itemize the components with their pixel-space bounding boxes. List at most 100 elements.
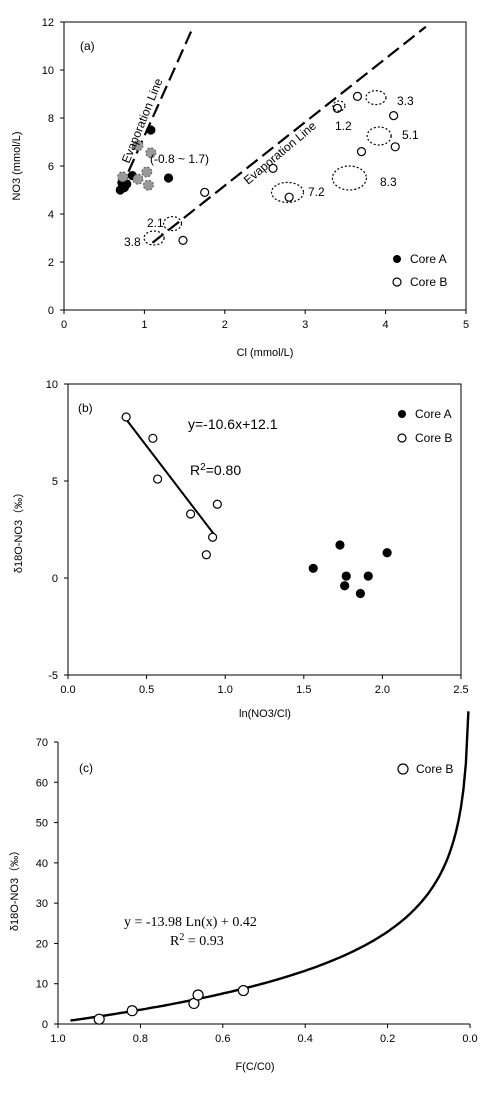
panel-a-point-core-b [390,142,400,152]
panel-a-annotation-ellipse [143,230,165,246]
panel-a-y-tick-label: 0 [48,305,54,317]
panel-a-annotation-ellipse [331,165,368,191]
panel-a-point-core-b [268,163,278,173]
panel-c-y-tick-label: 20 [36,938,48,950]
panel-a-point-core-b [352,91,363,102]
panel-a-evaporation-line [119,31,193,191]
panel-c-y-tick-label: 40 [36,858,48,870]
panel-b-ticks: 0.0 0.5 1.0 1.5 2.0 2.5 -5 0 5 10 [46,379,469,696]
panel-a-annotation-ellipse [366,126,392,146]
panel-c-point-core-b [237,984,249,997]
panel-c-point-core-b [93,1013,105,1025]
panel-a-legend-core-a: Core A [410,252,447,266]
panel-b-point-core-b [153,474,163,484]
panel-b-r-squared: R2=0.80 [190,462,241,479]
panel-b-point-core-b [208,532,218,542]
panel-b-legend-core-b: Core B [415,431,452,445]
panel-a-grey-marker [132,140,144,152]
panel-a-y-tick-label: 10 [42,65,54,77]
panel-b-point-core-b [121,412,131,422]
panel-b-point-core-a [340,581,350,591]
panel-a-y-tick-label: 12 [42,17,54,29]
panel-a-label: (a) [80,39,95,53]
panel-a-grey-marker [145,147,157,159]
panel-a-point-core-b [332,103,342,114]
panel-b-label: (b) [78,401,93,415]
panel-c-x-tick-label: 0.6 [215,1033,230,1045]
panel-b-point-core-a [355,588,365,599]
panel-a-grey-marker [132,173,144,185]
panel-b-point-core-b [148,433,158,443]
panel-a-grey-marker [141,166,153,178]
panel-c-y-axis-label: δ18O-NO3（‰） [8,845,21,931]
panel-a-x-tick-label: 5 [463,319,469,331]
panel-c-fit-curve [70,711,470,1022]
panel-b-point-core-b [212,499,222,509]
panel-c-x-tick-label: 0.0 [462,1033,477,1045]
panel-c-y-tick-label: 60 [36,777,48,789]
panel-b-y-tick-label: 10 [46,379,58,391]
panel-a-y-axis-label: NO3 (mmol/L) [11,131,23,200]
panel-b-x-tick-label: 2.0 [375,684,390,696]
panel-b-legend-marker-core-a [398,410,406,418]
panel-c-legend-marker-core-b [397,763,409,775]
panel-b-point-core-a [341,571,351,581]
panel-a-marks [115,25,427,246]
panel-a-annotation: 8.3 [380,175,397,189]
panel-b-y-tick-label: 0 [52,573,58,585]
panel-b-point-core-a [308,563,318,573]
panel-a-annotation: 1.2 [335,119,352,133]
panel-b-point-core-a [363,571,373,581]
panel-b-legend-core-a: Core A [415,407,452,421]
panel-a-point-core-a [163,173,174,183]
panel-c-x-tick-label: 0.2 [380,1033,395,1045]
panel-b-fit-line [125,418,215,536]
panel-b-marks [121,412,392,599]
panel-a-annotation: 2.1 [147,216,164,230]
panel-a-grey-marker [117,171,129,183]
panel-a-annotation: (-0.8 ~ 1.7) [150,152,209,166]
panel-c-point-core-b [126,1005,138,1017]
panel-a-annotation: 5.1 [402,128,419,142]
panel-a-grey-marker [142,179,154,191]
panel-a-point-core-b [200,187,210,197]
panel-b-x-axis-label: ln(NO3/Cl) [239,708,291,720]
panel-a-annotation: 7.2 [308,185,325,199]
panel-c-fit-equation: y = -13.98 Ln(x) + 0.42 [124,915,257,930]
panel-b-x-tick-label: 1.0 [218,684,233,696]
panel-b-point-core-b [201,550,211,560]
panel-b-point-core-b [186,509,196,519]
panel-a-x-tick-label: 1 [141,319,147,331]
panel-c-y-tick-label: 10 [36,979,48,991]
panel-c-x-tick-label: 0.8 [133,1033,148,1045]
panel-a-annotation: 3.3 [397,94,414,108]
panel-c-x-tick-label: 0.4 [298,1033,313,1045]
panel-a-evaporation-line-label-2: Evaporation Line [241,118,319,187]
panel-c-marks [70,711,470,1025]
panel-a-point-core-b [178,235,188,245]
panel-a-evaporation-line [151,25,427,244]
panel-c-x-axis-label: F(C/C0) [235,1061,274,1073]
panel-c-y-tick-label: 50 [36,818,48,830]
panel-b-y-tick-label: 5 [52,476,58,488]
panel-a-point-core-b [356,147,367,157]
panel-c-y-tick-label: 0 [42,1019,48,1031]
panel-a-x-axis-label: Cl (mmol/L) [237,347,294,359]
panel-c-label: (c) [79,761,93,775]
panel-a-y-tick-label: 6 [48,161,54,173]
panel-c-x-tick-label: 1.0 [50,1033,65,1045]
panel-a-x-tick-label: 4 [383,319,389,331]
panel-c-y-tick-label: 30 [36,898,48,910]
panel-a-point-core-a [146,125,156,135]
panel-b-legend-marker-core-b [397,433,407,443]
panel-a-x-tick-label: 3 [302,319,308,331]
panel-a-annotation-ellipse [270,181,305,203]
panel-a-point-core-b [389,110,399,121]
panel-b-plot-frame [67,383,462,676]
panel-b-y-tick-label: -5 [48,670,58,682]
panel-b-point-core-a [335,540,345,550]
panel-b-x-tick-label: 1.5 [296,684,311,696]
